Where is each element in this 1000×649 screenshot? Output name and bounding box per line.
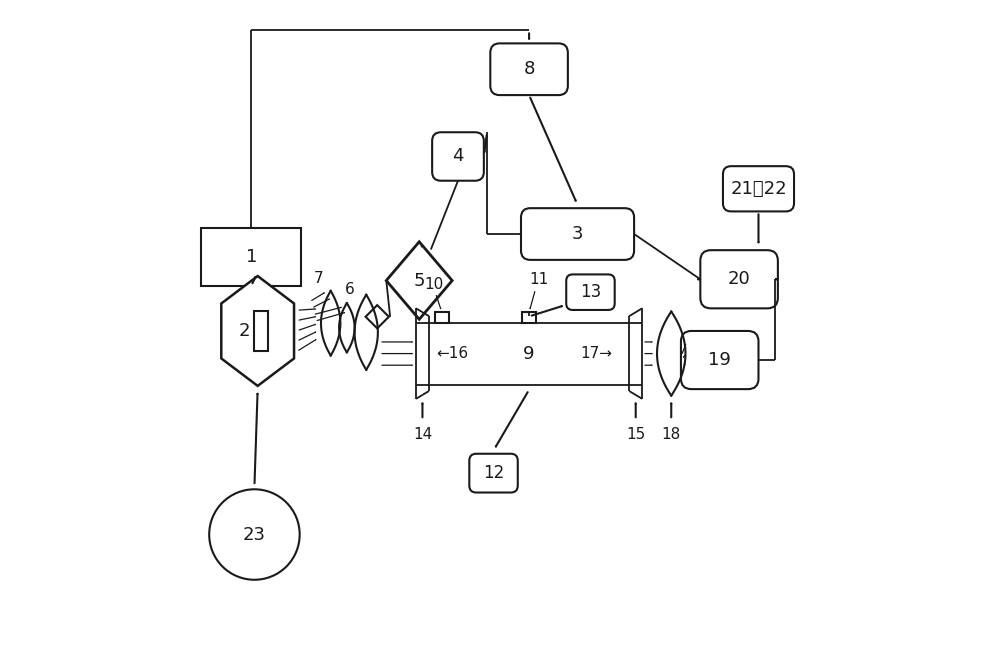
Text: 4: 4 <box>452 147 464 165</box>
FancyBboxPatch shape <box>432 132 484 180</box>
Text: 13: 13 <box>580 283 601 301</box>
Text: 1: 1 <box>246 248 257 265</box>
FancyBboxPatch shape <box>723 166 794 212</box>
Bar <box>201 228 301 286</box>
FancyBboxPatch shape <box>521 208 634 260</box>
Text: 15: 15 <box>626 426 645 441</box>
FancyBboxPatch shape <box>700 250 778 308</box>
FancyBboxPatch shape <box>681 331 758 389</box>
FancyBboxPatch shape <box>490 43 568 95</box>
Bar <box>254 311 268 351</box>
Bar <box>522 312 536 323</box>
Text: 14: 14 <box>413 426 432 441</box>
Text: 8: 8 <box>523 60 535 79</box>
Text: 9: 9 <box>523 345 535 363</box>
FancyBboxPatch shape <box>566 275 615 310</box>
Text: 6: 6 <box>345 282 355 297</box>
Text: 3: 3 <box>572 225 583 243</box>
Text: 7: 7 <box>314 271 324 286</box>
FancyBboxPatch shape <box>469 454 518 493</box>
Text: ←16: ←16 <box>437 346 469 361</box>
Text: 20: 20 <box>728 270 750 288</box>
Text: 11: 11 <box>529 272 548 287</box>
Text: 12: 12 <box>483 464 504 482</box>
Bar <box>435 312 449 323</box>
Polygon shape <box>366 305 389 328</box>
Text: 18: 18 <box>662 426 681 441</box>
Polygon shape <box>386 242 452 319</box>
Text: 23: 23 <box>243 526 266 543</box>
Polygon shape <box>221 276 294 386</box>
Circle shape <box>209 489 300 580</box>
Text: 17→: 17→ <box>581 346 613 361</box>
Text: 21、22: 21、22 <box>730 180 787 198</box>
Text: 2: 2 <box>239 322 250 340</box>
Text: 5: 5 <box>413 271 425 289</box>
Text: 19: 19 <box>708 351 731 369</box>
Text: 10: 10 <box>424 276 444 291</box>
